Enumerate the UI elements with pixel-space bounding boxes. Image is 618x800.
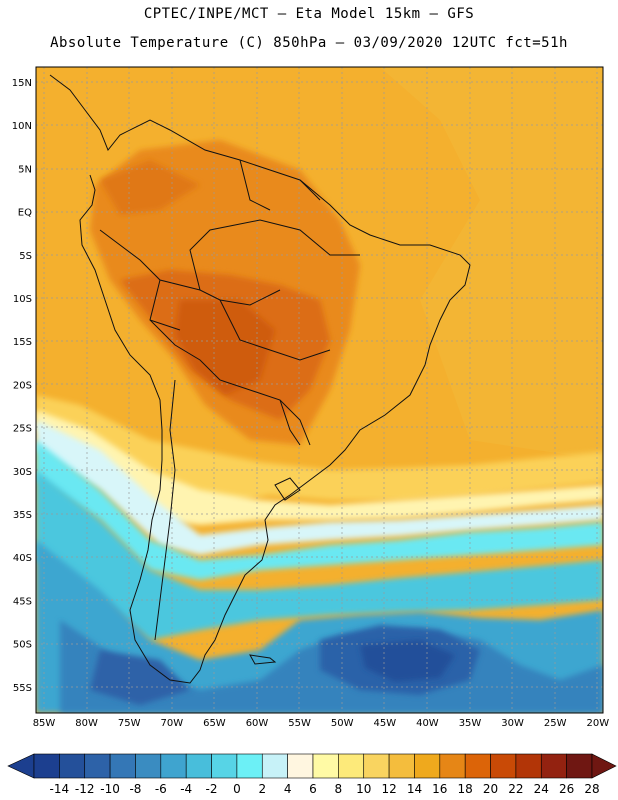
lat-label: 40S — [13, 553, 32, 564]
lat-label: 25S — [13, 424, 32, 435]
temperature-field — [36, 67, 603, 713]
lat-label: 5S — [19, 251, 32, 262]
lat-label: 45S — [13, 596, 32, 607]
map-frame — [35, 66, 604, 714]
colorbar-tick-label: 12 — [381, 782, 396, 796]
colorbar-swatch — [388, 753, 415, 779]
latitude-labels: 15N 10N 5N EQ 5S 10S 15S 20S 25S 30S 35S 40S 45S 50S 5… — [12, 78, 32, 694]
colorbar-swatch — [566, 753, 593, 779]
lon-label: 80W — [75, 718, 98, 729]
lat-label: 15N — [12, 78, 32, 89]
colorbar-tick-label: 6 — [309, 782, 317, 796]
lat-label: 5N — [18, 164, 32, 175]
colorbar-tick-label: 28 — [584, 782, 599, 796]
lon-label: 35W — [459, 718, 482, 729]
colorbar-swatch — [540, 753, 567, 779]
lon-label: 50W — [331, 718, 354, 729]
lat-label: 35S — [13, 510, 32, 521]
colorbar-tick-label: 4 — [284, 782, 292, 796]
lon-label: 55W — [288, 718, 311, 729]
lat-label: 15S — [13, 337, 32, 348]
colorbar-tick-label: 20 — [483, 782, 498, 796]
lat-label: EQ — [18, 208, 32, 219]
colorbar-tick-label: -14 — [50, 782, 70, 796]
lon-label: 70W — [160, 718, 183, 729]
lon-label: 85W — [33, 718, 56, 729]
colorbar-swatch — [261, 753, 288, 779]
lat-label: 30S — [13, 467, 32, 478]
lon-label: 25W — [544, 718, 567, 729]
colorbar-tick-label: -12 — [75, 782, 95, 796]
colorbar-swatch — [464, 753, 491, 779]
colorbar-swatch — [109, 753, 136, 779]
colorbar-swatch — [515, 753, 542, 779]
lon-label: 75W — [118, 718, 141, 729]
colorbar-swatch — [33, 753, 60, 779]
colorbar-swatch — [135, 753, 162, 779]
colorbar-swatch — [84, 753, 111, 779]
colorbar-tick-label: -8 — [129, 782, 141, 796]
title-line-2: Absolute Temperature (C) 850hPa – 03/09/… — [50, 35, 568, 51]
colorbar-swatch — [160, 753, 187, 779]
colorbar-swatch — [59, 753, 86, 779]
colorbar-tick-label: 2 — [258, 782, 266, 796]
colorbar-swatch — [236, 753, 263, 779]
colorbar-swatch — [414, 753, 441, 779]
colorbar-swatch — [211, 753, 238, 779]
colorbar-swatch — [338, 753, 365, 779]
colorbar-swatch — [287, 753, 314, 779]
colorbar-tick-label: 18 — [458, 782, 473, 796]
lat-label: 55S — [13, 683, 32, 694]
colorbar-tick-label: 0 — [233, 782, 241, 796]
colorbar-tick-label: 10 — [356, 782, 371, 796]
colorbar-tick-label: 24 — [534, 782, 549, 796]
colorbar-tick-label: -4 — [180, 782, 192, 796]
lat-label: 10N — [12, 121, 32, 132]
coastline — [49, 74, 471, 684]
colorbar-right-arrow — [591, 753, 617, 779]
lon-label: 45W — [373, 718, 396, 729]
colorbar-swatch — [490, 753, 517, 779]
colorbar-swatch — [439, 753, 466, 779]
lon-label: 60W — [246, 718, 269, 729]
colorbar-left-arrow — [7, 753, 35, 779]
lat-label: 10S — [13, 294, 32, 305]
lat-label: 50S — [13, 640, 32, 651]
title-line-1: CPTEC/INPE/MCT – Eta Model 15km – GFS — [143, 6, 475, 22]
lon-label: 20W — [586, 718, 609, 729]
colorbar-tick-label: 16 — [432, 782, 447, 796]
colorbar-tick-label: 8 — [335, 782, 343, 796]
lon-label: 30W — [501, 718, 524, 729]
colorbar-tick-label: -2 — [206, 782, 218, 796]
colorbar-tick-label: -10 — [100, 782, 120, 796]
colorbar-tick-label: -6 — [155, 782, 167, 796]
colorbar-tick-label: 14 — [407, 782, 422, 796]
colorbar-tick-label: 22 — [508, 782, 523, 796]
colorbar-tick-label: 26 — [559, 782, 574, 796]
colorbar-swatch — [312, 753, 339, 779]
longitude-labels: 85W 80W 75W 70W 65W 60W 55W 50W 45W 40W 35W 30W 25W 2… — [33, 718, 610, 729]
lon-label: 65W — [203, 718, 226, 729]
lon-label: 40W — [416, 718, 439, 729]
colorbar-swatch — [363, 753, 390, 779]
colorbar-swatch — [185, 753, 212, 779]
lat-label: 20S — [13, 380, 32, 391]
colorbar: -14 -12 -10 -8 -6 -4 -2 0 2 4 6 8 10 12 14 16 18 20 22 24 26… — [7, 753, 617, 796]
